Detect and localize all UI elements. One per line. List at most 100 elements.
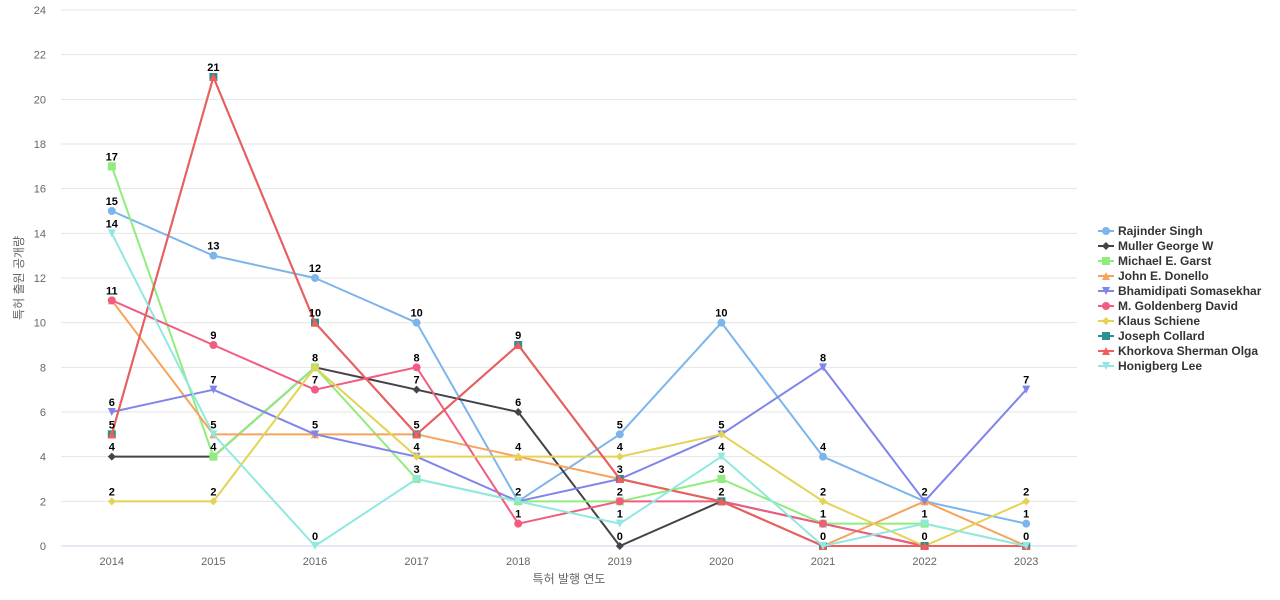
legend-item[interactable]: Honigberg Lee xyxy=(1098,359,1202,373)
legend-item[interactable]: Rajinder Singh xyxy=(1098,224,1203,238)
legend-item[interactable]: Joseph Collard xyxy=(1098,329,1205,343)
data-point[interactable] xyxy=(209,73,218,81)
data-point[interactable] xyxy=(717,452,726,461)
data-point[interactable] xyxy=(412,475,421,483)
data-point[interactable] xyxy=(615,519,624,528)
data-point[interactable] xyxy=(615,452,624,461)
data-label: 2 xyxy=(922,486,928,498)
data-point[interactable] xyxy=(107,497,116,506)
data-point[interactable] xyxy=(514,408,523,416)
data-point[interactable] xyxy=(717,318,726,327)
data-point[interactable] xyxy=(717,497,726,506)
data-point[interactable] xyxy=(209,341,218,349)
data-point[interactable] xyxy=(107,207,116,215)
data-label: 2 xyxy=(718,486,724,498)
data-point[interactable] xyxy=(717,475,726,483)
data-point[interactable] xyxy=(107,229,116,238)
data-point[interactable] xyxy=(311,274,319,282)
data-label: 2 xyxy=(210,486,216,498)
data-point[interactable] xyxy=(819,452,827,461)
data-label: 5 xyxy=(312,419,318,431)
data-point[interactable] xyxy=(615,430,624,439)
series-line[interactable] xyxy=(110,76,1027,547)
legend-marker xyxy=(1102,302,1110,310)
legend-label: Bhamidipati Somasekhar xyxy=(1118,284,1262,298)
data-point[interactable] xyxy=(819,542,827,550)
data-label: 8 xyxy=(312,352,318,364)
data-labels: 1715141165422113975421210875010875439642… xyxy=(106,62,1030,543)
data-point[interactable] xyxy=(514,497,523,506)
legend-item[interactable]: Khorkova Sherman Olga xyxy=(1098,344,1258,358)
data-point[interactable] xyxy=(311,363,319,372)
x-tick-label: 2017 xyxy=(404,556,428,568)
data-point[interactable] xyxy=(107,296,116,305)
legend-marker xyxy=(1102,287,1110,295)
data-label: 10 xyxy=(309,308,321,320)
data-point[interactable] xyxy=(819,497,827,506)
legend-item[interactable]: Bhamidipati Somasekhar xyxy=(1098,284,1262,298)
data-point[interactable] xyxy=(920,519,929,528)
data-label: 1 xyxy=(820,509,826,521)
series-line[interactable] xyxy=(111,299,1027,547)
legend-marker xyxy=(1102,317,1110,325)
data-point[interactable] xyxy=(107,452,116,461)
data-label: 0 xyxy=(922,531,928,543)
data-point[interactable] xyxy=(209,251,218,260)
data-label: 10 xyxy=(715,308,727,320)
data-point[interactable] xyxy=(311,318,319,327)
data-point[interactable] xyxy=(107,430,116,439)
data-point[interactable] xyxy=(412,363,421,372)
data-point[interactable] xyxy=(819,519,827,528)
data-point[interactable] xyxy=(412,385,421,394)
data-point[interactable] xyxy=(514,341,523,349)
x-tick-label: 2014 xyxy=(100,556,124,568)
legend-item[interactable]: John E. Donello xyxy=(1098,269,1209,283)
data-point[interactable] xyxy=(209,452,218,461)
data-point[interactable] xyxy=(615,475,624,483)
data-point[interactable] xyxy=(1022,519,1031,528)
data-point[interactable] xyxy=(412,318,421,327)
legend-marker xyxy=(1102,242,1110,250)
data-point[interactable] xyxy=(107,162,116,171)
y-tick-label: 18 xyxy=(34,139,46,151)
series-line[interactable] xyxy=(111,299,1027,547)
legend-marker xyxy=(1102,332,1110,340)
legend-marker xyxy=(1102,272,1110,280)
data-point[interactable] xyxy=(615,497,624,506)
data-point[interactable] xyxy=(209,430,218,439)
series-line[interactable] xyxy=(110,232,1027,547)
y-tick-label: 20 xyxy=(34,94,46,106)
legend-item[interactable]: Muller George W xyxy=(1098,239,1214,253)
y-tick-label: 22 xyxy=(34,50,46,62)
data-point[interactable] xyxy=(311,430,319,439)
data-point[interactable] xyxy=(311,385,319,394)
data-point[interactable] xyxy=(1022,497,1031,506)
data-point[interactable] xyxy=(107,408,116,416)
data-point[interactable] xyxy=(311,542,319,550)
data-point[interactable] xyxy=(717,430,726,439)
data-point[interactable] xyxy=(209,497,218,506)
data-point[interactable] xyxy=(1022,542,1031,550)
series-line[interactable] xyxy=(110,76,1027,547)
data-label: 4 xyxy=(617,442,624,454)
data-point[interactable] xyxy=(514,452,523,461)
series-line[interactable] xyxy=(111,366,1027,503)
data-point[interactable] xyxy=(1022,385,1031,394)
series-2 xyxy=(107,162,1031,550)
series-line[interactable] xyxy=(110,166,1027,547)
data-point[interactable] xyxy=(615,542,624,550)
data-point[interactable] xyxy=(514,519,523,528)
data-point[interactable] xyxy=(819,363,827,372)
series-line[interactable] xyxy=(111,366,1027,547)
data-point[interactable] xyxy=(412,452,421,461)
legend-item[interactable]: M. Goldenberg David xyxy=(1098,299,1238,313)
data-label: 12 xyxy=(309,263,321,275)
data-point[interactable] xyxy=(209,385,218,394)
legend-item[interactable]: Klaus Schiene xyxy=(1098,314,1200,328)
data-label: 2 xyxy=(109,486,115,498)
data-label: 4 xyxy=(414,442,421,454)
data-point[interactable] xyxy=(920,542,929,550)
data-point[interactable] xyxy=(412,430,421,439)
legend-item[interactable]: Michael E. Garst xyxy=(1098,254,1211,268)
data-point[interactable] xyxy=(920,497,929,506)
